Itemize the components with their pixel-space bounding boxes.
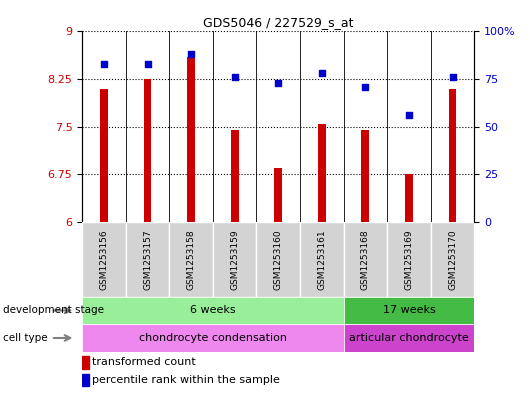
Text: GSM1253159: GSM1253159 <box>230 229 239 290</box>
Bar <box>275 168 282 222</box>
Bar <box>126 222 169 297</box>
Bar <box>213 222 257 297</box>
Point <box>448 74 457 80</box>
Title: GDS5046 / 227529_s_at: GDS5046 / 227529_s_at <box>203 16 354 29</box>
Point <box>274 80 282 86</box>
Point <box>231 74 239 80</box>
Bar <box>82 373 89 386</box>
Bar <box>82 297 343 324</box>
Text: development stage: development stage <box>3 305 104 316</box>
Bar <box>300 222 343 297</box>
Bar <box>405 174 413 222</box>
Bar <box>82 222 126 297</box>
Bar <box>82 356 89 369</box>
Text: 6 weeks: 6 weeks <box>190 305 236 316</box>
Text: transformed count: transformed count <box>92 357 196 367</box>
Bar <box>361 130 369 222</box>
Text: percentile rank within the sample: percentile rank within the sample <box>92 375 280 385</box>
Bar <box>431 222 474 297</box>
Bar <box>387 222 431 297</box>
Bar <box>82 324 343 352</box>
Text: GSM1253158: GSM1253158 <box>187 229 196 290</box>
Point <box>361 84 369 90</box>
Bar <box>343 297 474 324</box>
Text: GSM1253157: GSM1253157 <box>143 229 152 290</box>
Point <box>405 112 413 118</box>
Bar <box>169 222 213 297</box>
Bar <box>343 324 474 352</box>
Text: GSM1253168: GSM1253168 <box>361 229 370 290</box>
Point <box>100 61 108 67</box>
Bar <box>144 79 152 222</box>
Text: articular chondrocyte: articular chondrocyte <box>349 333 469 343</box>
Bar <box>100 89 108 222</box>
Text: cell type: cell type <box>3 333 47 343</box>
Text: GSM1253161: GSM1253161 <box>317 229 326 290</box>
Bar <box>448 89 456 222</box>
Bar <box>318 123 326 222</box>
Bar <box>231 130 239 222</box>
Bar <box>187 57 195 222</box>
Bar <box>257 222 300 297</box>
Text: GSM1253170: GSM1253170 <box>448 229 457 290</box>
Text: chondrocyte condensation: chondrocyte condensation <box>139 333 287 343</box>
Point <box>143 61 152 67</box>
Text: GSM1253156: GSM1253156 <box>100 229 109 290</box>
Point <box>317 70 326 77</box>
Text: GSM1253169: GSM1253169 <box>404 229 413 290</box>
Point <box>187 51 196 57</box>
Text: 17 weeks: 17 weeks <box>383 305 435 316</box>
Text: GSM1253160: GSM1253160 <box>274 229 282 290</box>
Bar <box>343 222 387 297</box>
